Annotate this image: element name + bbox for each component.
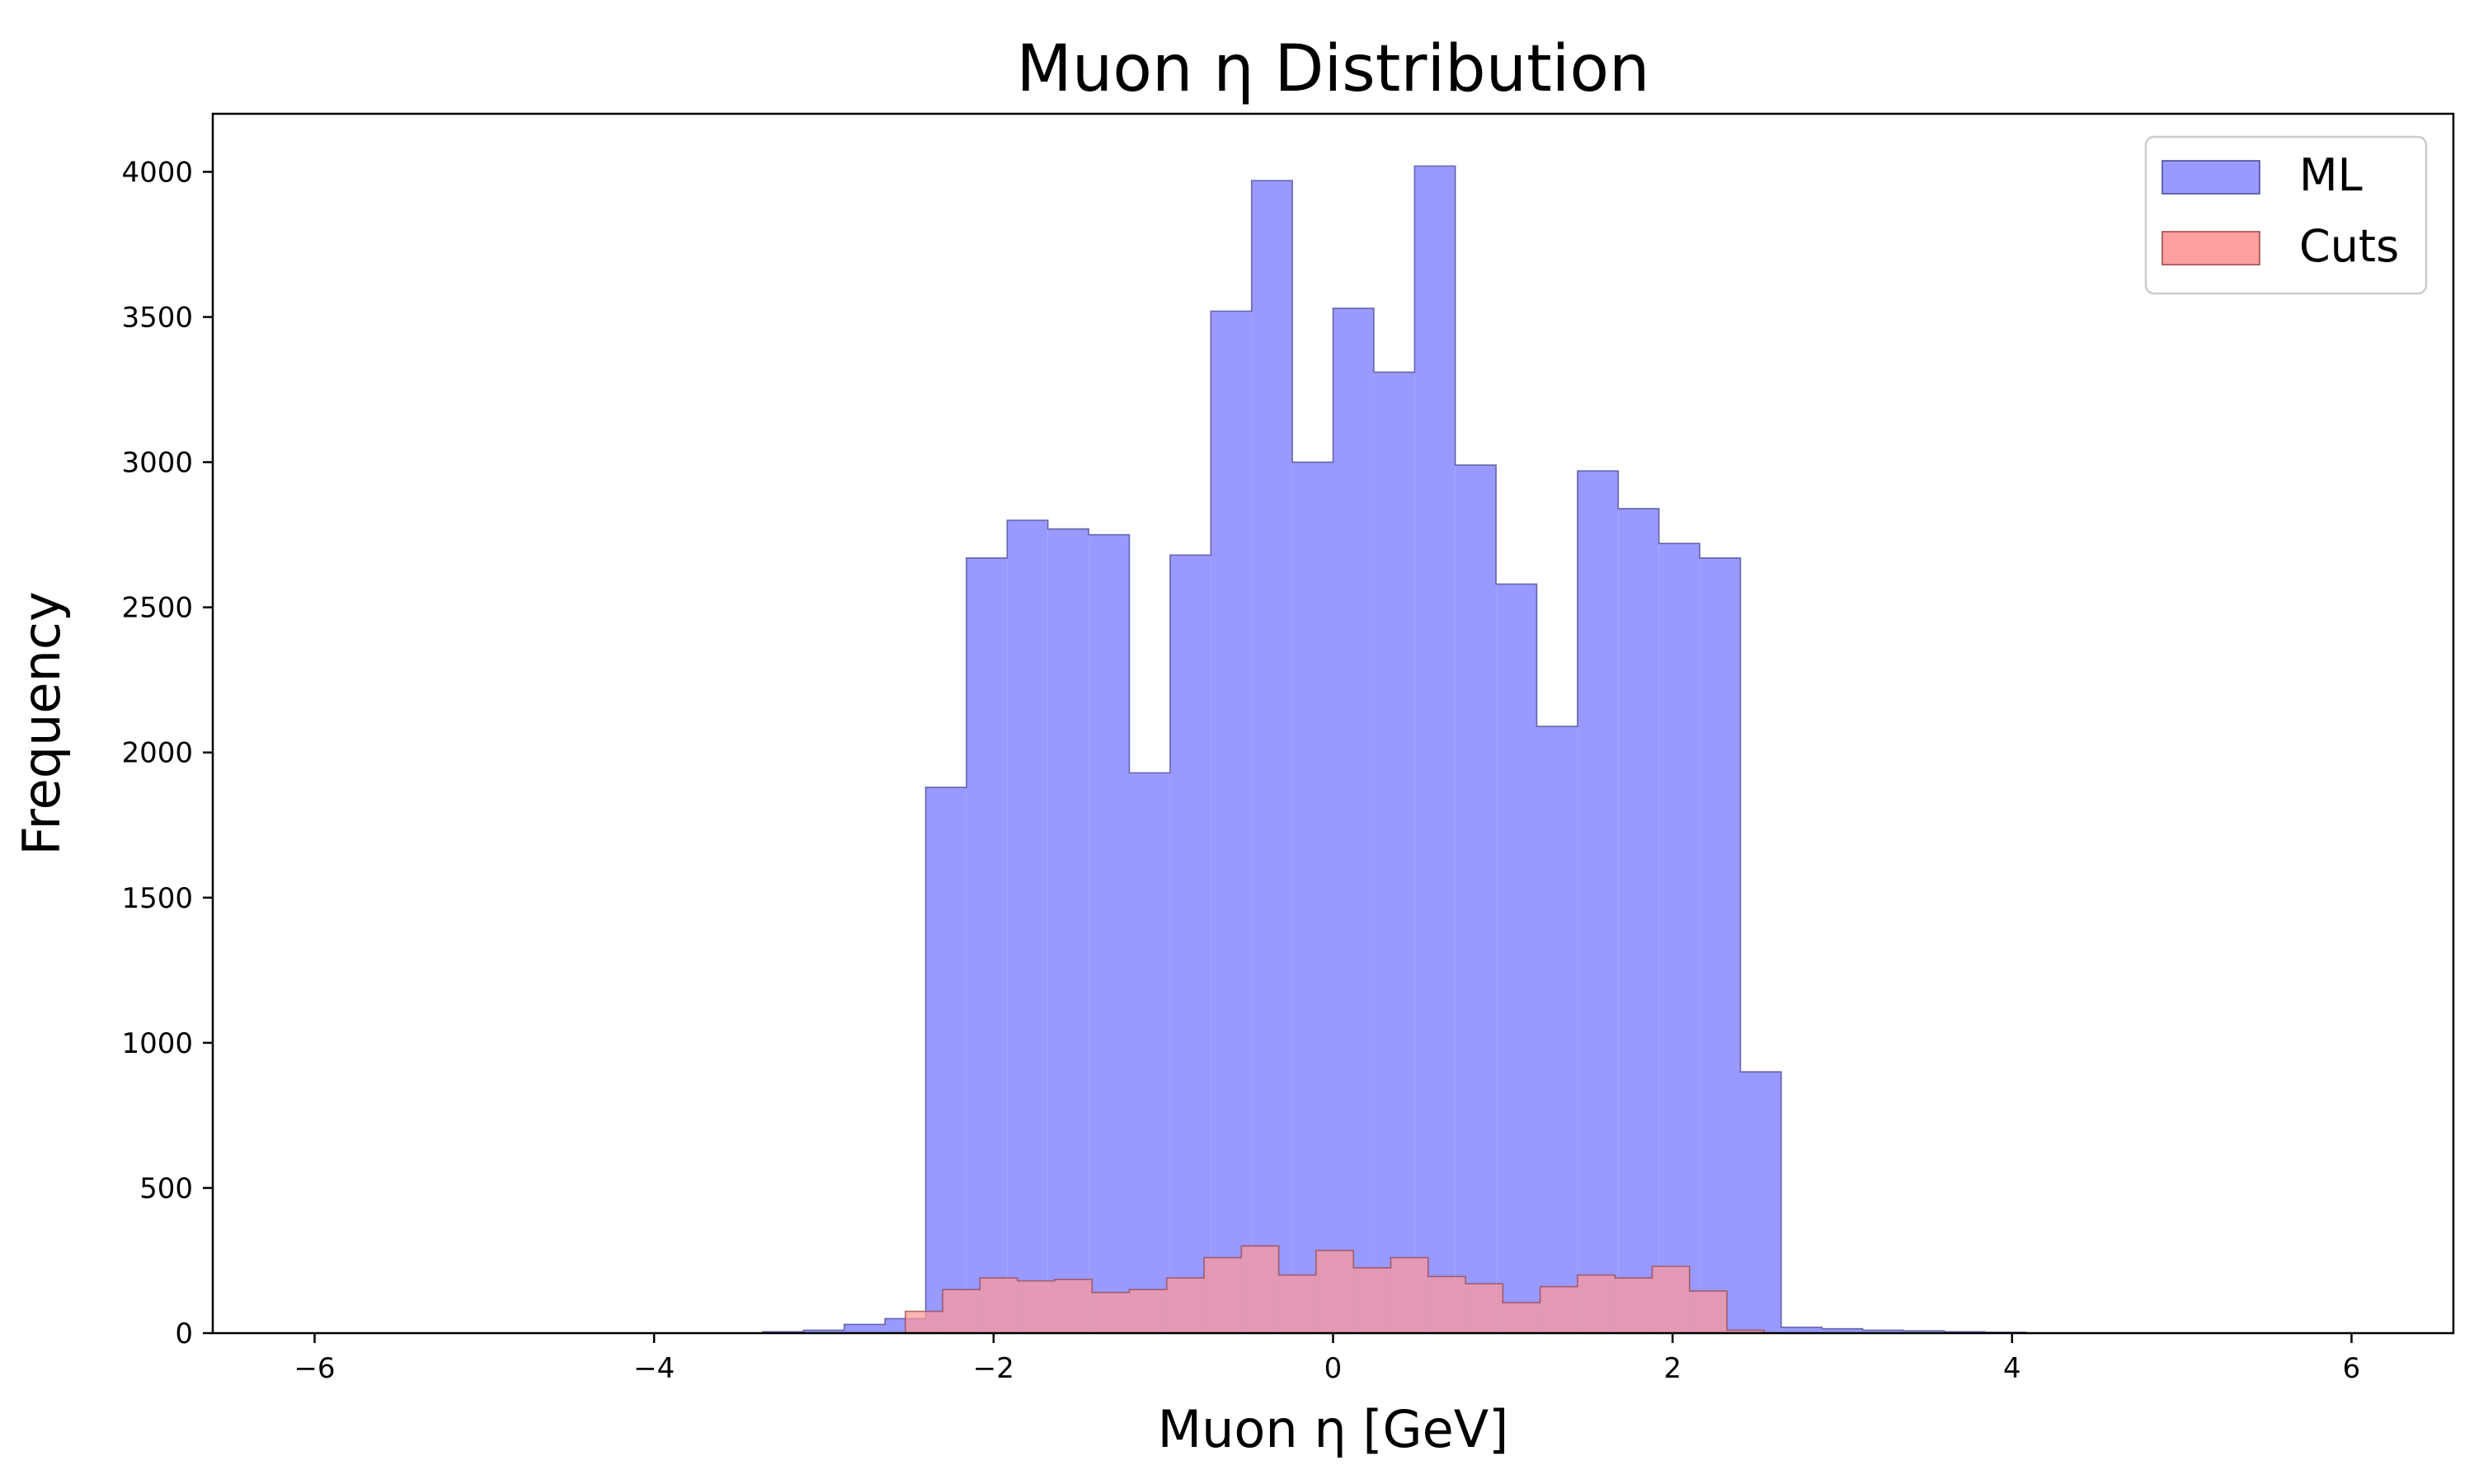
ml-bar [1292, 462, 1333, 1333]
cuts-bar [1353, 1267, 1391, 1333]
ml-bar [803, 1330, 844, 1333]
cuts-bar [1615, 1278, 1653, 1333]
cuts-bar [943, 1289, 981, 1333]
x-axis-ticks: −6 −4 −2 0 2 4 6 [294, 1333, 2360, 1385]
x-axis-title: Muon η [GeV] [1158, 1399, 1509, 1459]
ml-bar [1496, 584, 1537, 1333]
cuts-bar [1503, 1303, 1540, 1333]
ml-bar [1740, 1072, 1781, 1333]
cuts-bar [1727, 1330, 1765, 1333]
legend-label: ML [2299, 149, 2363, 201]
ml-outline [314, 165, 2352, 1334]
cuts-bar [1278, 1275, 1316, 1333]
legend-label: Cuts [2299, 220, 2399, 272]
cuts-bar [1315, 1250, 1354, 1333]
ml-series-bars [314, 165, 2352, 1334]
x-tick-label: 0 [1324, 1352, 1343, 1385]
legend-swatch [2161, 160, 2260, 195]
cuts-bar [1689, 1290, 1728, 1333]
ml-bar [1211, 311, 1252, 1333]
ml-bar [1089, 534, 1130, 1333]
ml-bar [1129, 773, 1170, 1333]
cuts-bar [1054, 1279, 1093, 1333]
x-tick-label: −4 [633, 1352, 675, 1385]
ml-bar [1007, 520, 1048, 1333]
cuts-bar [1092, 1292, 1130, 1333]
cuts-bar [1652, 1266, 1690, 1333]
cuts-bar [905, 1311, 943, 1333]
y-tick-label: 2500 [121, 592, 193, 625]
cuts-bar [980, 1278, 1018, 1333]
cuts-bar [1129, 1289, 1167, 1333]
y-tick-label: 4000 [121, 156, 193, 189]
ml-bar [1780, 1327, 1823, 1333]
cuts-series-bars [905, 1245, 1766, 1333]
y-tick-label: 1000 [121, 1027, 193, 1060]
legend-swatch [2161, 231, 2260, 265]
cuts-bar [1577, 1275, 1616, 1333]
ml-bar [1658, 543, 1700, 1333]
legend: ML Cuts [2144, 135, 2428, 295]
cuts-bar [1166, 1278, 1205, 1333]
ml-bar [1333, 308, 1374, 1334]
ml-bar [1862, 1330, 1904, 1333]
ml-bar [966, 557, 1008, 1333]
ml-bar [1455, 465, 1497, 1334]
x-tick-label: 6 [2343, 1352, 2361, 1385]
y-tick-label: 500 [139, 1172, 193, 1205]
ml-bar [1822, 1328, 1863, 1333]
y-tick-label: 2000 [121, 737, 193, 770]
ml-bar [1414, 166, 1456, 1333]
x-tick-label: 2 [1663, 1352, 1681, 1385]
ml-bar [1577, 471, 1619, 1333]
ml-bar [1169, 555, 1211, 1333]
y-axis-title: Frequency [12, 591, 72, 855]
y-tick-label: 3500 [121, 302, 193, 335]
cuts-bar [1540, 1286, 1578, 1333]
ml-bar [1618, 508, 1659, 1333]
cuts-bar [1204, 1257, 1242, 1333]
cuts-bar [1017, 1280, 1055, 1333]
y-tick-label: 3000 [121, 447, 193, 480]
ml-bar [1700, 557, 1741, 1333]
y-tick-label: 1500 [121, 882, 193, 915]
cuts-bar [1241, 1246, 1279, 1333]
ml-bar [1903, 1331, 1945, 1333]
ml-bar [844, 1324, 886, 1333]
x-tick-label: 4 [2003, 1352, 2021, 1385]
ml-bar [1047, 528, 1089, 1333]
cuts-bar [1390, 1257, 1428, 1333]
x-tick-label: −6 [294, 1352, 335, 1385]
cuts-bar [1427, 1276, 1466, 1333]
y-axis-ticks: 0 500 1000 1500 2000 2500 3000 3500 4000 [121, 156, 213, 1350]
y-tick-label: 0 [175, 1317, 193, 1350]
cuts-bar [1465, 1284, 1503, 1333]
chart-title: Muon η Distribution [1017, 32, 1650, 106]
ml-bar [1251, 180, 1293, 1333]
ml-bar [1373, 372, 1415, 1334]
x-tick-label: −2 [973, 1352, 1014, 1385]
cuts-outline [905, 1245, 1766, 1333]
ml-bar [925, 787, 967, 1333]
ml-bar [1536, 726, 1578, 1333]
